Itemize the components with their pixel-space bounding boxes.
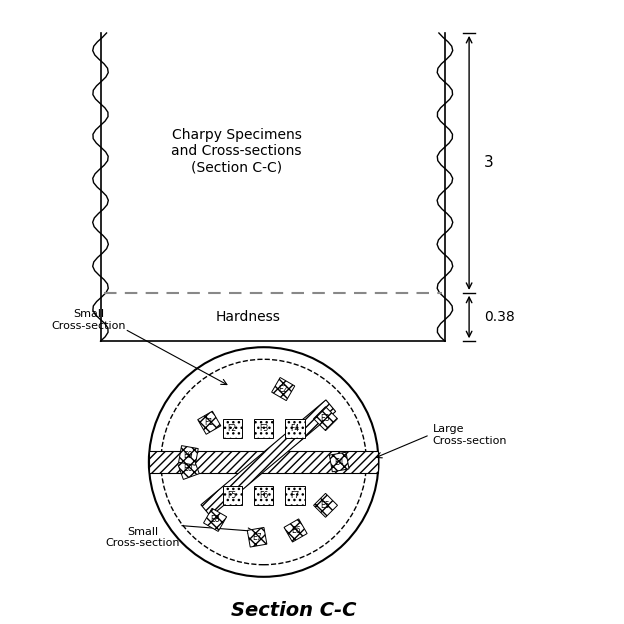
Bar xyxy=(223,419,242,439)
Text: Charpy Specimens
and Cross-sections
(Section C-C): Charpy Specimens and Cross-sections (Sec… xyxy=(171,128,302,174)
Bar xyxy=(285,485,305,505)
Text: Hardness: Hardness xyxy=(216,310,281,324)
Text: 0.38: 0.38 xyxy=(484,310,515,324)
Bar xyxy=(203,509,227,532)
Bar xyxy=(223,485,242,505)
Bar xyxy=(247,527,267,547)
Text: F3: F3 xyxy=(259,424,268,433)
Text: E8: E8 xyxy=(210,515,220,524)
Text: F6: F6 xyxy=(259,490,268,500)
Text: F5: F5 xyxy=(228,490,237,500)
Text: E6: E6 xyxy=(291,526,300,535)
Bar xyxy=(198,411,221,434)
Bar xyxy=(254,485,273,505)
Bar xyxy=(271,378,295,401)
Text: E0: E0 xyxy=(183,464,193,473)
Text: E3: E3 xyxy=(321,414,330,423)
Bar xyxy=(285,419,305,439)
Text: F1: F1 xyxy=(205,418,214,427)
Text: E7: E7 xyxy=(252,533,262,542)
Text: E9: E9 xyxy=(183,451,193,460)
Text: E4: E4 xyxy=(334,457,344,467)
Text: F2: F2 xyxy=(228,424,236,433)
Text: F4: F4 xyxy=(290,424,300,433)
Bar xyxy=(178,446,198,466)
Text: F7: F7 xyxy=(290,490,300,500)
Bar xyxy=(201,400,336,516)
Bar xyxy=(329,452,349,472)
Bar xyxy=(254,419,273,439)
Text: Large
Cross-section: Large Cross-section xyxy=(433,424,507,446)
Text: Small
Cross-section: Small Cross-section xyxy=(51,310,125,331)
Text: E5: E5 xyxy=(321,501,330,510)
Bar xyxy=(178,458,199,479)
Text: Section C-C: Section C-C xyxy=(231,601,356,620)
Bar xyxy=(314,407,338,431)
Text: Small
Cross-section: Small Cross-section xyxy=(105,527,180,548)
Text: 3: 3 xyxy=(484,155,494,170)
Bar xyxy=(149,451,379,473)
Text: E2: E2 xyxy=(278,384,288,394)
Bar xyxy=(284,519,307,542)
Bar xyxy=(314,494,338,517)
